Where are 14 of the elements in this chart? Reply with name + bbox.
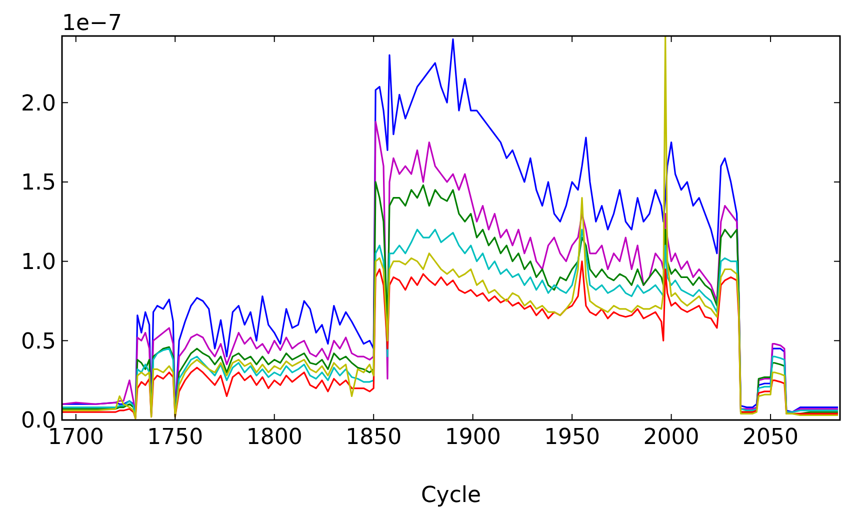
x-tick-label: 1850 (346, 425, 402, 450)
x-tick-label: 1800 (246, 425, 302, 450)
x-tick-label: 1950 (544, 425, 600, 450)
x-axis-title: Cycle (420, 483, 482, 508)
y-tick-label: 1.5 (21, 170, 56, 196)
x-tick-label: 2050 (742, 425, 799, 450)
x-tick-label: 1900 (444, 425, 501, 450)
y-tick-label: 0.5 (21, 329, 56, 354)
y-tick-label: 1.0 (21, 250, 56, 276)
line-series (62, 260, 839, 420)
text: 1e−7 (62, 11, 122, 36)
y-tick-label: 2.0 (21, 91, 56, 116)
x-tick-label: 2000 (643, 425, 700, 450)
x-tick-label: 1750 (147, 425, 204, 450)
